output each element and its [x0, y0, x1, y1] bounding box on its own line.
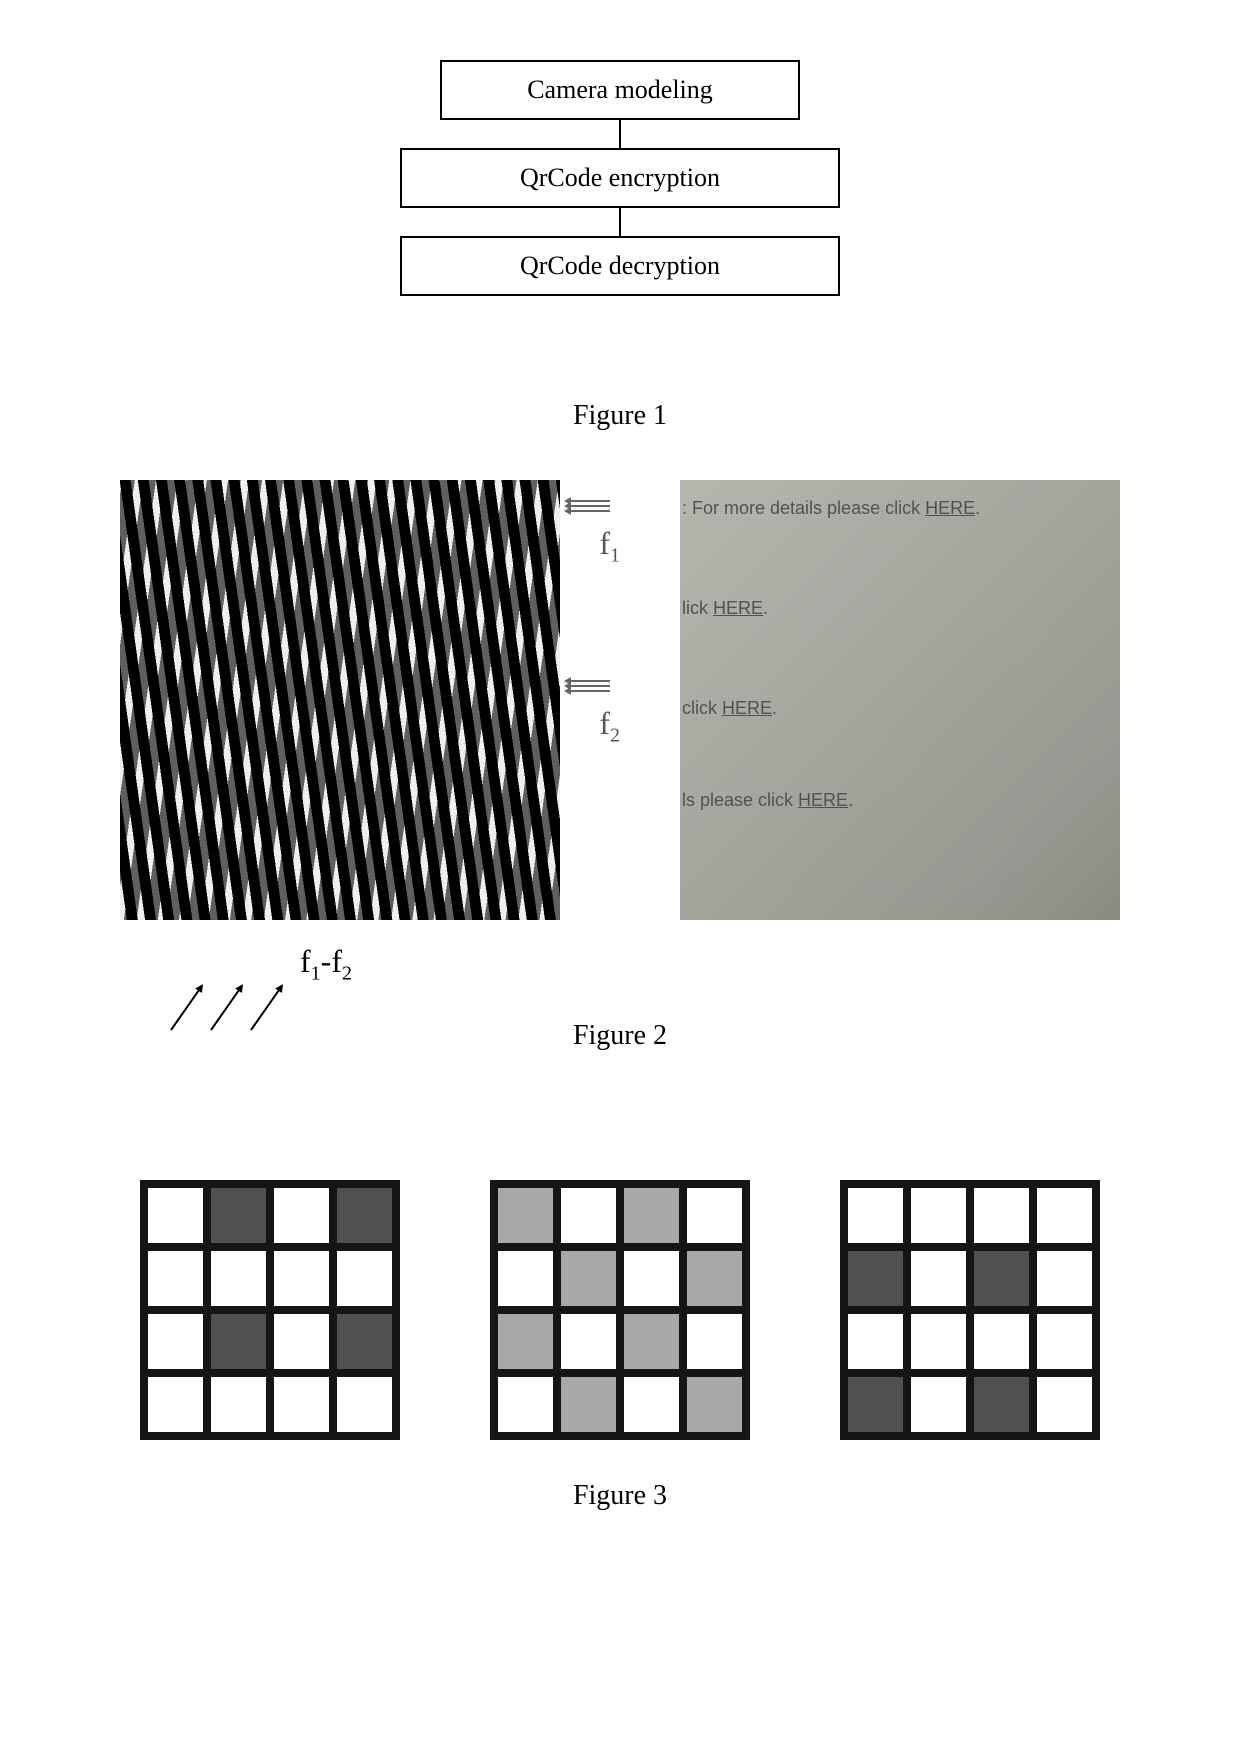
grid-cell: [148, 1314, 203, 1369]
grid-cell: [498, 1314, 553, 1369]
grid-row: [0, 1180, 1240, 1440]
flow-connector: [619, 208, 621, 236]
grid-cell: [624, 1377, 679, 1432]
figure-1-flowchart: Camera modeling QrCode encryption QrCode d…: [400, 60, 840, 296]
grid-cell: [498, 1377, 553, 1432]
flow-box: QrCode decryption: [400, 236, 840, 296]
flow-box: Camera modeling: [440, 60, 800, 120]
flow-connector: [619, 120, 621, 148]
grid-cell: [911, 1188, 966, 1243]
grid-cell: [561, 1188, 616, 1243]
figure-3: Figure 3: [0, 1180, 1240, 1512]
grid-cell: [911, 1314, 966, 1369]
grid-cell: [561, 1251, 616, 1306]
f1-arrows: [570, 500, 610, 512]
grid-cell: [848, 1314, 903, 1369]
grid-cell: [148, 1251, 203, 1306]
grid-cell: [211, 1314, 266, 1369]
grid-cell: [848, 1377, 903, 1432]
grid-cell: [911, 1251, 966, 1306]
grid-cell: [211, 1188, 266, 1243]
grid-cell: [911, 1377, 966, 1432]
f2-label: f2: [599, 705, 620, 747]
grid-cell: [211, 1377, 266, 1432]
grid-cell: [687, 1377, 742, 1432]
grid-cell: [148, 1188, 203, 1243]
flow-box: QrCode encryption: [400, 148, 840, 208]
grid-cell: [337, 1188, 392, 1243]
grid-cell: [337, 1377, 392, 1432]
grid-cell: [1037, 1377, 1092, 1432]
grid-cell: [211, 1251, 266, 1306]
grid-cell: [687, 1251, 742, 1306]
grid-cell: [974, 1377, 1029, 1432]
moire-pattern-wrap: f1 f2 f1-f2: [120, 480, 560, 920]
figure-1-caption: Figure 1: [0, 400, 1240, 432]
grid-cell: [848, 1251, 903, 1306]
screen-text-line: click HERE.: [682, 698, 777, 719]
grid-cell: [148, 1377, 203, 1432]
moire-pattern: [120, 480, 560, 920]
grid-cell: [624, 1251, 679, 1306]
color-grid: [490, 1180, 750, 1440]
grid-cell: [624, 1314, 679, 1369]
grid-cell: [498, 1251, 553, 1306]
grid-cell: [274, 1314, 329, 1369]
figure-2: f1 f2 f1-f2 : For more details please c: [0, 480, 1240, 1052]
grid-cell: [1037, 1314, 1092, 1369]
grid-cell: [498, 1188, 553, 1243]
grid-cell: [274, 1188, 329, 1243]
grid-cell: [848, 1188, 903, 1243]
diff-label: f1-f2: [300, 943, 352, 985]
color-grid: [140, 1180, 400, 1440]
screen-photo: : For more details please click HERE. lic…: [680, 480, 1120, 920]
figure-3-caption: Figure 3: [0, 1480, 1240, 1512]
figure-2-caption: Figure 2: [0, 1020, 1240, 1052]
grid-cell: [974, 1314, 1029, 1369]
grid-cell: [274, 1377, 329, 1432]
screen-text-line: : For more details please click HERE.: [682, 498, 980, 519]
grid-cell: [974, 1251, 1029, 1306]
grid-cell: [687, 1188, 742, 1243]
color-grid: [840, 1180, 1100, 1440]
f1-label: f1: [599, 525, 620, 567]
grid-cell: [1037, 1251, 1092, 1306]
grid-cell: [561, 1314, 616, 1369]
grid-cell: [624, 1188, 679, 1243]
grid-cell: [337, 1314, 392, 1369]
screen-text-line: ls please click HERE.: [682, 790, 853, 811]
grid-cell: [1037, 1188, 1092, 1243]
f2-arrows: [570, 680, 610, 692]
grid-cell: [561, 1377, 616, 1432]
grid-cell: [274, 1251, 329, 1306]
grid-cell: [337, 1251, 392, 1306]
grid-cell: [687, 1314, 742, 1369]
screen-text-line: lick HERE.: [682, 598, 768, 619]
grid-cell: [974, 1188, 1029, 1243]
